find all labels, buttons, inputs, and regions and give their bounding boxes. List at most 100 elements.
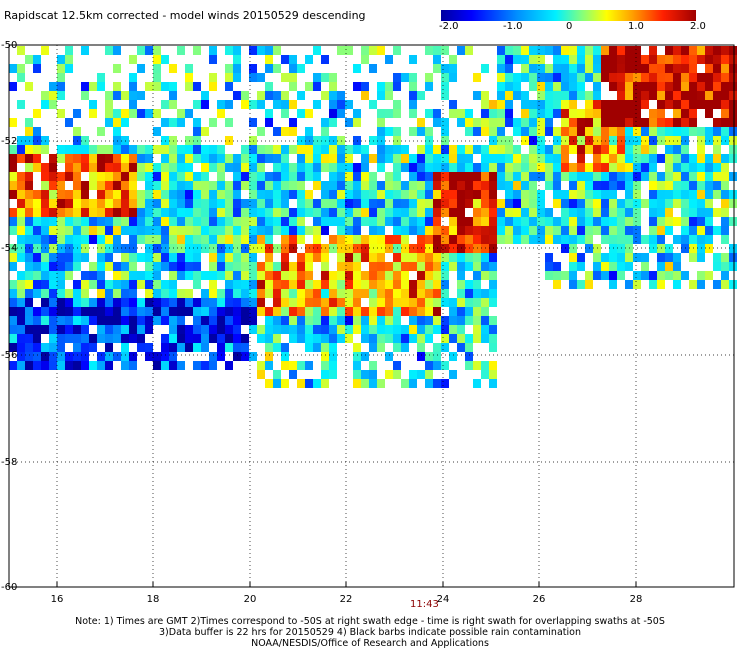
wind-cell	[601, 190, 609, 199]
wind-cell	[353, 82, 361, 91]
wind-cell	[329, 370, 337, 379]
wind-cell	[561, 199, 569, 208]
wind-cell	[169, 226, 177, 235]
wind-cell	[337, 91, 345, 100]
wind-cell	[337, 172, 345, 181]
wind-cell	[537, 172, 545, 181]
wind-cell	[273, 217, 281, 226]
wind-cell	[377, 298, 385, 307]
wind-cell	[41, 271, 49, 280]
wind-cell	[65, 172, 73, 181]
wind-cell	[593, 91, 601, 100]
wind-cell	[209, 163, 217, 172]
wind-cell	[681, 118, 689, 127]
wind-cell	[713, 118, 721, 127]
wind-cell	[257, 334, 265, 343]
wind-cell	[73, 244, 81, 253]
wind-cell	[353, 271, 361, 280]
wind-cell	[593, 154, 601, 163]
wind-cell	[369, 172, 377, 181]
wind-cell	[81, 307, 89, 316]
wind-cell	[593, 199, 601, 208]
wind-cell	[353, 64, 361, 73]
wind-cell	[609, 244, 617, 253]
wind-cell	[393, 298, 401, 307]
wind-cell	[265, 235, 273, 244]
wind-cell	[361, 289, 369, 298]
wind-cell	[721, 154, 729, 163]
wind-cell	[57, 145, 65, 154]
wind-cell	[561, 46, 569, 55]
wind-cell	[553, 73, 561, 82]
wind-cell	[481, 163, 489, 172]
wind-cell	[329, 316, 337, 325]
wind-cell	[321, 127, 329, 136]
wind-cell	[537, 217, 545, 226]
wind-cell	[633, 73, 641, 82]
wind-cell	[321, 262, 329, 271]
wind-cell	[369, 343, 377, 352]
wind-cell	[273, 100, 281, 109]
wind-cell	[377, 316, 385, 325]
wind-cell	[97, 253, 105, 262]
wind-cell	[729, 244, 737, 253]
wind-cell	[673, 217, 681, 226]
wind-cell	[265, 352, 273, 361]
wind-cell	[489, 190, 497, 199]
wind-cell	[185, 235, 193, 244]
y-tick-label: -54	[1, 243, 17, 254]
wind-cell	[49, 181, 57, 190]
wind-cell	[185, 172, 193, 181]
wind-cell	[113, 136, 121, 145]
wind-cell	[81, 208, 89, 217]
wind-cell	[337, 280, 345, 289]
wind-cell	[649, 55, 657, 64]
wind-cell	[665, 253, 673, 262]
wind-cell	[337, 244, 345, 253]
wind-cell	[729, 253, 737, 262]
wind-cell	[105, 190, 113, 199]
wind-cell	[537, 226, 545, 235]
wind-cell	[329, 334, 337, 343]
wind-cell	[545, 253, 553, 262]
wind-cell	[33, 154, 41, 163]
wind-cell	[185, 226, 193, 235]
wind-cell	[257, 262, 265, 271]
wind-cell	[105, 163, 113, 172]
wind-cell	[249, 289, 257, 298]
wind-cell	[345, 298, 353, 307]
wind-cell	[185, 199, 193, 208]
wind-cell	[665, 199, 673, 208]
wind-cell	[89, 181, 97, 190]
wind-cell	[457, 289, 465, 298]
wind-cell	[49, 154, 57, 163]
wind-cell	[121, 172, 129, 181]
wind-cell	[473, 172, 481, 181]
wind-cell	[33, 217, 41, 226]
wind-cell	[337, 145, 345, 154]
wind-cell	[81, 334, 89, 343]
wind-cell	[201, 145, 209, 154]
wind-cell	[665, 271, 673, 280]
wind-cell	[97, 226, 105, 235]
wind-cell	[601, 217, 609, 226]
wind-cell	[329, 154, 337, 163]
wind-cell	[121, 244, 129, 253]
wind-cell	[433, 244, 441, 253]
wind-cell	[337, 199, 345, 208]
wind-cell	[529, 118, 537, 127]
wind-cell	[281, 172, 289, 181]
wind-cell	[65, 208, 73, 217]
wind-cell	[25, 343, 33, 352]
wind-cell	[9, 280, 17, 289]
wind-cell	[209, 208, 217, 217]
wind-cell	[641, 100, 649, 109]
wind-cell	[201, 127, 209, 136]
wind-cell	[73, 163, 81, 172]
wind-cell	[617, 55, 625, 64]
wind-cell	[25, 82, 33, 91]
wind-cell	[569, 109, 577, 118]
wind-cell	[401, 289, 409, 298]
wind-cell	[305, 199, 313, 208]
wind-cell	[369, 289, 377, 298]
